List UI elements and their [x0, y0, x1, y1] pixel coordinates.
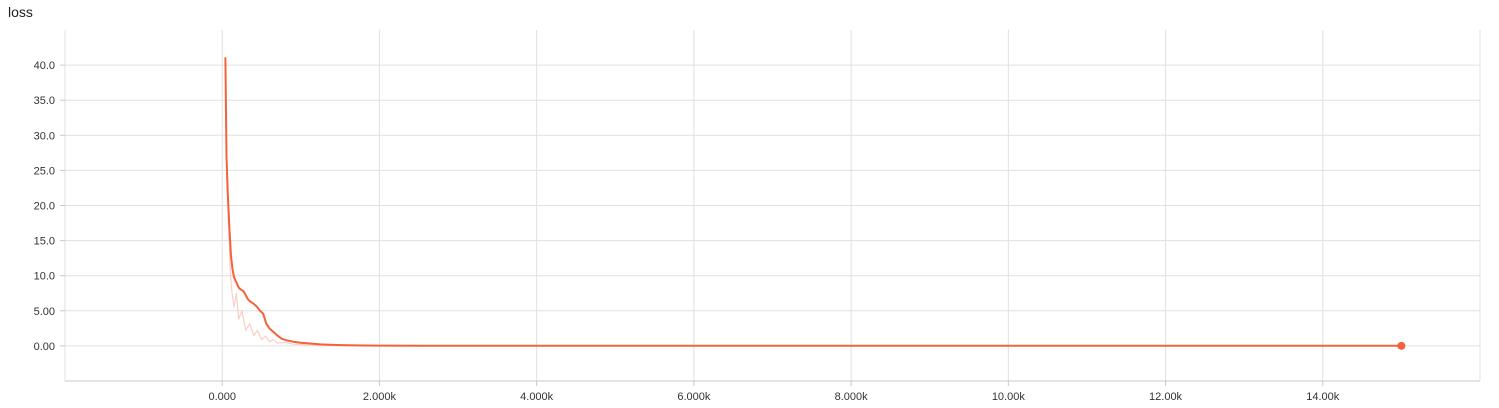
x-tick-label: 0.000 — [208, 391, 236, 403]
x-tick-label: 6.000k — [677, 391, 711, 403]
y-tick-label: 20.0 — [34, 201, 55, 213]
y-tick-label: 30.0 — [34, 130, 55, 142]
series — [224, 57, 1406, 350]
grid — [65, 30, 1480, 381]
x-tick-label: 4.000k — [520, 391, 554, 403]
x-tick-label: 2.000k — [363, 391, 397, 403]
y-tick-label: 15.0 — [34, 236, 55, 248]
axes — [60, 30, 1481, 386]
y-tick-label: 40.0 — [34, 60, 55, 72]
chart-title: loss — [8, 4, 33, 20]
x-tick-label: 12.00k — [1149, 391, 1183, 403]
y-tick-label: 25.0 — [34, 165, 55, 177]
raw-loss-line — [224, 60, 1403, 347]
y-tick-label: 5.00 — [34, 306, 55, 318]
last-point-marker — [1397, 341, 1406, 350]
x-tick-label: 8.000k — [835, 391, 869, 403]
y-tick-label: 35.0 — [34, 95, 55, 107]
tick-labels: 0.000 2.000k 4.000k 6.000k 8.000k 10.00k 12.00… — [34, 60, 1340, 403]
y-tick-label: 0.00 — [34, 341, 55, 353]
x-tick-label: 14.00k — [1306, 391, 1340, 403]
x-tick-label: 10.00k — [992, 391, 1026, 403]
smoothed-loss-line — [224, 57, 1403, 347]
y-tick-label: 10.0 — [34, 271, 55, 283]
